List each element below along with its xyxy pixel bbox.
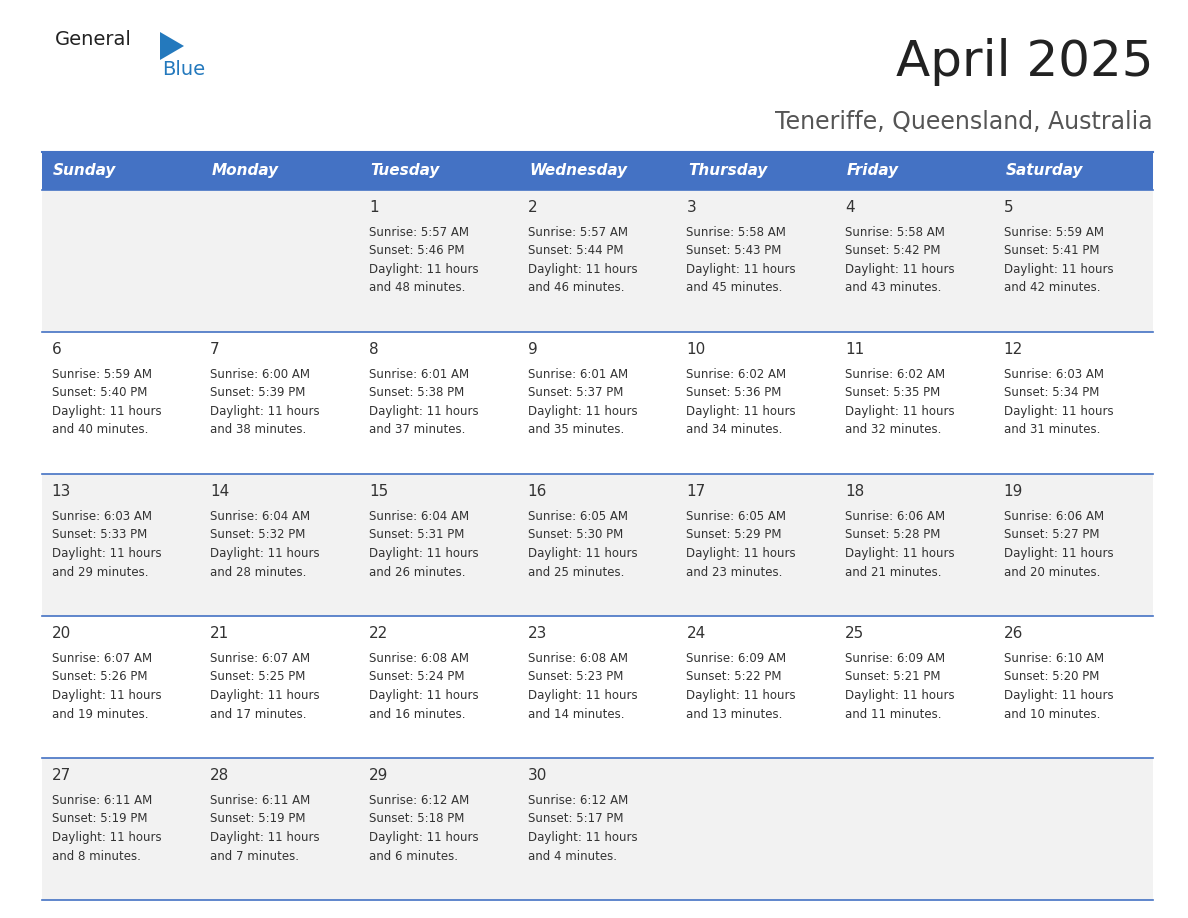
Text: 2: 2	[527, 200, 537, 215]
Text: Sunrise: 5:59 AM
Sunset: 5:40 PM
Daylight: 11 hours
and 40 minutes.: Sunrise: 5:59 AM Sunset: 5:40 PM Dayligh…	[51, 368, 162, 436]
Text: 13: 13	[51, 484, 71, 499]
Text: 4: 4	[845, 200, 854, 215]
Text: Sunrise: 6:11 AM
Sunset: 5:19 PM
Daylight: 11 hours
and 7 minutes.: Sunrise: 6:11 AM Sunset: 5:19 PM Dayligh…	[210, 794, 320, 863]
Text: Teneriffe, Queensland, Australia: Teneriffe, Queensland, Australia	[776, 110, 1154, 134]
Text: Blue: Blue	[162, 60, 206, 79]
Text: Sunday: Sunday	[53, 163, 116, 178]
Bar	[42, 616, 1154, 758]
Text: 25: 25	[845, 626, 865, 641]
Text: 11: 11	[845, 342, 865, 357]
Text: 21: 21	[210, 626, 229, 641]
Text: Sunrise: 6:01 AM
Sunset: 5:38 PM
Daylight: 11 hours
and 37 minutes.: Sunrise: 6:01 AM Sunset: 5:38 PM Dayligh…	[369, 368, 479, 436]
Text: Sunrise: 6:03 AM
Sunset: 5:33 PM
Daylight: 11 hours
and 29 minutes.: Sunrise: 6:03 AM Sunset: 5:33 PM Dayligh…	[51, 510, 162, 578]
Text: Saturday: Saturday	[1005, 163, 1083, 178]
Text: Sunrise: 6:03 AM
Sunset: 5:34 PM
Daylight: 11 hours
and 31 minutes.: Sunrise: 6:03 AM Sunset: 5:34 PM Dayligh…	[1004, 368, 1113, 436]
Polygon shape	[160, 32, 184, 60]
Text: Sunrise: 6:04 AM
Sunset: 5:31 PM
Daylight: 11 hours
and 26 minutes.: Sunrise: 6:04 AM Sunset: 5:31 PM Dayligh…	[369, 510, 479, 578]
Text: Wednesday: Wednesday	[529, 163, 627, 178]
Text: Monday: Monday	[211, 163, 279, 178]
Text: 16: 16	[527, 484, 546, 499]
Text: 7: 7	[210, 342, 220, 357]
Bar	[42, 758, 1154, 900]
Text: 6: 6	[51, 342, 62, 357]
Text: Sunrise: 6:12 AM
Sunset: 5:18 PM
Daylight: 11 hours
and 6 minutes.: Sunrise: 6:12 AM Sunset: 5:18 PM Dayligh…	[369, 794, 479, 863]
Text: 9: 9	[527, 342, 537, 357]
Text: Sunrise: 6:07 AM
Sunset: 5:25 PM
Daylight: 11 hours
and 17 minutes.: Sunrise: 6:07 AM Sunset: 5:25 PM Dayligh…	[210, 652, 320, 721]
Text: Sunrise: 6:05 AM
Sunset: 5:29 PM
Daylight: 11 hours
and 23 minutes.: Sunrise: 6:05 AM Sunset: 5:29 PM Dayligh…	[687, 510, 796, 578]
Bar	[360, 152, 518, 190]
Text: 3: 3	[687, 200, 696, 215]
Text: Sunrise: 6:08 AM
Sunset: 5:24 PM
Daylight: 11 hours
and 16 minutes.: Sunrise: 6:08 AM Sunset: 5:24 PM Dayligh…	[369, 652, 479, 721]
Text: 15: 15	[369, 484, 388, 499]
Text: Tuesday: Tuesday	[371, 163, 440, 178]
Text: 20: 20	[51, 626, 71, 641]
Text: 27: 27	[51, 768, 71, 783]
Text: Sunrise: 5:59 AM
Sunset: 5:41 PM
Daylight: 11 hours
and 42 minutes.: Sunrise: 5:59 AM Sunset: 5:41 PM Dayligh…	[1004, 226, 1113, 295]
Text: 14: 14	[210, 484, 229, 499]
Text: Sunrise: 6:07 AM
Sunset: 5:26 PM
Daylight: 11 hours
and 19 minutes.: Sunrise: 6:07 AM Sunset: 5:26 PM Dayligh…	[51, 652, 162, 721]
Text: 10: 10	[687, 342, 706, 357]
Text: Sunrise: 6:00 AM
Sunset: 5:39 PM
Daylight: 11 hours
and 38 minutes.: Sunrise: 6:00 AM Sunset: 5:39 PM Dayligh…	[210, 368, 320, 436]
Text: 23: 23	[527, 626, 546, 641]
Text: Sunrise: 6:11 AM
Sunset: 5:19 PM
Daylight: 11 hours
and 8 minutes.: Sunrise: 6:11 AM Sunset: 5:19 PM Dayligh…	[51, 794, 162, 863]
Text: 5: 5	[1004, 200, 1013, 215]
Text: 8: 8	[369, 342, 379, 357]
Text: Sunrise: 6:04 AM
Sunset: 5:32 PM
Daylight: 11 hours
and 28 minutes.: Sunrise: 6:04 AM Sunset: 5:32 PM Dayligh…	[210, 510, 320, 578]
Text: 1: 1	[369, 200, 379, 215]
Bar	[994, 152, 1154, 190]
Bar	[42, 152, 201, 190]
Text: Friday: Friday	[847, 163, 899, 178]
Text: Sunrise: 6:12 AM
Sunset: 5:17 PM
Daylight: 11 hours
and 4 minutes.: Sunrise: 6:12 AM Sunset: 5:17 PM Dayligh…	[527, 794, 637, 863]
Text: 26: 26	[1004, 626, 1023, 641]
Text: Sunrise: 5:58 AM
Sunset: 5:43 PM
Daylight: 11 hours
and 45 minutes.: Sunrise: 5:58 AM Sunset: 5:43 PM Dayligh…	[687, 226, 796, 295]
Text: Sunrise: 6:01 AM
Sunset: 5:37 PM
Daylight: 11 hours
and 35 minutes.: Sunrise: 6:01 AM Sunset: 5:37 PM Dayligh…	[527, 368, 637, 436]
Text: 17: 17	[687, 484, 706, 499]
Text: Sunrise: 6:06 AM
Sunset: 5:27 PM
Daylight: 11 hours
and 20 minutes.: Sunrise: 6:06 AM Sunset: 5:27 PM Dayligh…	[1004, 510, 1113, 578]
Text: 12: 12	[1004, 342, 1023, 357]
Text: Sunrise: 6:08 AM
Sunset: 5:23 PM
Daylight: 11 hours
and 14 minutes.: Sunrise: 6:08 AM Sunset: 5:23 PM Dayligh…	[527, 652, 637, 721]
Text: Sunrise: 5:58 AM
Sunset: 5:42 PM
Daylight: 11 hours
and 43 minutes.: Sunrise: 5:58 AM Sunset: 5:42 PM Dayligh…	[845, 226, 955, 295]
Text: 19: 19	[1004, 484, 1023, 499]
Text: 18: 18	[845, 484, 865, 499]
Bar	[42, 332, 1154, 474]
Text: Thursday: Thursday	[688, 163, 767, 178]
Text: Sunrise: 6:09 AM
Sunset: 5:22 PM
Daylight: 11 hours
and 13 minutes.: Sunrise: 6:09 AM Sunset: 5:22 PM Dayligh…	[687, 652, 796, 721]
Text: Sunrise: 5:57 AM
Sunset: 5:46 PM
Daylight: 11 hours
and 48 minutes.: Sunrise: 5:57 AM Sunset: 5:46 PM Dayligh…	[369, 226, 479, 295]
Text: Sunrise: 6:06 AM
Sunset: 5:28 PM
Daylight: 11 hours
and 21 minutes.: Sunrise: 6:06 AM Sunset: 5:28 PM Dayligh…	[845, 510, 955, 578]
Text: Sunrise: 5:57 AM
Sunset: 5:44 PM
Daylight: 11 hours
and 46 minutes.: Sunrise: 5:57 AM Sunset: 5:44 PM Dayligh…	[527, 226, 637, 295]
Text: Sunrise: 6:10 AM
Sunset: 5:20 PM
Daylight: 11 hours
and 10 minutes.: Sunrise: 6:10 AM Sunset: 5:20 PM Dayligh…	[1004, 652, 1113, 721]
Text: 28: 28	[210, 768, 229, 783]
Bar	[518, 152, 677, 190]
Text: 22: 22	[369, 626, 388, 641]
Text: 24: 24	[687, 626, 706, 641]
Bar	[835, 152, 994, 190]
Text: Sunrise: 6:05 AM
Sunset: 5:30 PM
Daylight: 11 hours
and 25 minutes.: Sunrise: 6:05 AM Sunset: 5:30 PM Dayligh…	[527, 510, 637, 578]
Text: General: General	[55, 30, 132, 49]
Text: April 2025: April 2025	[896, 38, 1154, 86]
Text: Sunrise: 6:02 AM
Sunset: 5:36 PM
Daylight: 11 hours
and 34 minutes.: Sunrise: 6:02 AM Sunset: 5:36 PM Dayligh…	[687, 368, 796, 436]
Text: Sunrise: 6:02 AM
Sunset: 5:35 PM
Daylight: 11 hours
and 32 minutes.: Sunrise: 6:02 AM Sunset: 5:35 PM Dayligh…	[845, 368, 955, 436]
Bar	[677, 152, 835, 190]
Bar	[42, 474, 1154, 616]
Bar	[42, 190, 1154, 332]
Text: Sunrise: 6:09 AM
Sunset: 5:21 PM
Daylight: 11 hours
and 11 minutes.: Sunrise: 6:09 AM Sunset: 5:21 PM Dayligh…	[845, 652, 955, 721]
Bar	[201, 152, 360, 190]
Text: 29: 29	[369, 768, 388, 783]
Text: 30: 30	[527, 768, 546, 783]
